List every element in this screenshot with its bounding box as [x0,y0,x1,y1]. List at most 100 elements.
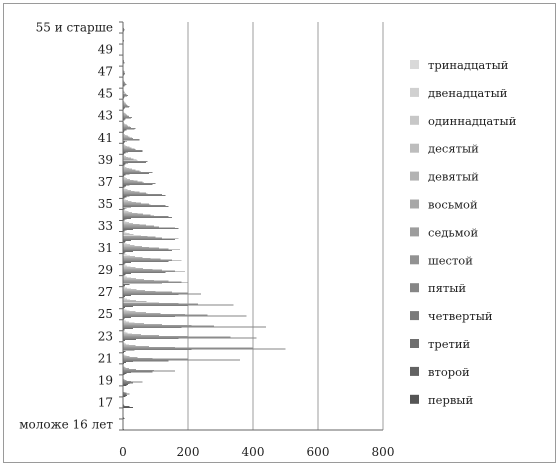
bar [123,320,126,322]
bar [123,211,129,212]
bar [123,228,179,229]
bar [123,232,127,234]
bar [123,119,125,121]
bars [123,22,286,430]
bar [123,94,128,96]
gridlines [187,22,384,430]
bar [123,224,146,226]
bar [123,150,143,151]
bar [123,256,143,258]
bar [123,200,132,202]
legend-swatch [410,339,419,348]
bar [123,324,192,326]
bar [123,256,136,257]
bar [123,249,180,251]
bar [123,148,135,150]
bar [123,213,144,215]
bar [123,209,125,211]
bar [123,269,162,271]
bar [123,62,125,64]
bar [123,295,125,297]
bar [123,245,135,246]
bar [123,379,127,381]
bar [123,295,132,296]
bar [123,172,153,173]
bar [123,382,133,384]
bar [123,214,151,216]
bar [123,253,126,255]
bar [123,240,126,242]
bar [123,227,175,229]
y-tick-label: 43 [98,109,113,123]
legend-label: тринадцатый [428,58,509,72]
bar [123,171,141,173]
bar [123,302,179,304]
bar [123,165,125,167]
bar [123,334,141,335]
bar [123,137,133,139]
bar [123,217,132,219]
bar [123,270,175,272]
bar [123,272,166,274]
bar [123,368,136,370]
bar [123,258,161,260]
bar [123,418,125,419]
bar [123,293,201,295]
bar [123,246,149,248]
bar [123,221,127,223]
bar [123,116,129,117]
bar [123,298,127,300]
bar [123,205,166,207]
bar [123,187,125,189]
bar [123,28,125,30]
bar [123,29,125,31]
bar [123,332,128,334]
bar [123,367,126,369]
y-tick-label: 55 и старше [36,21,113,35]
bar [123,274,125,276]
bar [123,231,125,233]
bar [123,297,125,299]
bar [123,94,127,95]
bar [123,117,132,119]
bar [123,202,141,204]
bar [123,329,125,330]
bar [123,356,130,358]
legend-label: первый [428,393,473,407]
bar [123,251,133,252]
bar [123,73,125,75]
y-tick-label: 35 [98,197,113,211]
bar [123,373,127,374]
bar [123,316,175,318]
bar [123,300,136,302]
bar [123,299,131,301]
bar [123,235,148,237]
bar [123,370,175,372]
bar [123,331,126,333]
bar [123,117,133,118]
bar [123,178,127,179]
bar [123,323,145,324]
bar [123,112,125,114]
bar [123,314,208,316]
bar [123,338,179,340]
legend-label: шестой [428,253,473,267]
bar [123,177,126,179]
legend-swatch [410,199,419,209]
y-tick-label: 31 [98,241,113,255]
bar [123,393,130,395]
bar [123,317,132,319]
bar [123,306,133,307]
bar [123,277,131,279]
bar [123,343,126,345]
legend-label: второй [428,365,470,379]
bar [123,92,125,94]
bar [123,72,125,74]
bar [123,322,135,324]
bar [123,247,159,249]
bar [123,237,162,239]
legend-label: четвертый [428,309,493,323]
bar [123,391,125,393]
bar [123,162,128,164]
